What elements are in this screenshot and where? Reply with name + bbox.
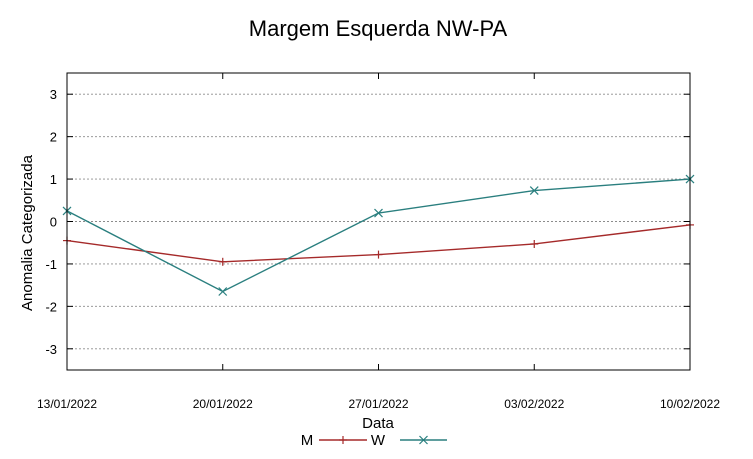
y-tick-label: 0 (50, 215, 57, 230)
grid-lines (67, 93, 690, 350)
data-point-M (218, 257, 227, 266)
legend-marker-M (339, 436, 347, 444)
x-axis-ticks: 13/01/2022 20/01/2022 27/01/2022 03/02/2022… (37, 73, 720, 411)
x-tick-label: 20/01/2022 (193, 397, 253, 411)
y-tick-label: 1 (50, 172, 57, 187)
data-point-W (529, 186, 539, 195)
y-tick-label: -1 (45, 257, 57, 272)
legend-marker-W (419, 435, 428, 445)
data-point-W (374, 208, 383, 218)
x-tick-label: 27/01/2022 (348, 397, 408, 411)
data-point-M (374, 250, 383, 259)
data-point-W (218, 287, 228, 296)
x-axis-label: Data (362, 415, 394, 432)
legend-label-W: W (371, 432, 386, 449)
legend-label-M: M (301, 432, 314, 449)
y-tick-label: 2 (50, 130, 57, 145)
series-lines (62, 174, 695, 296)
y-axis-ticks: 3 2 1 0 -1 -2 -3 (45, 87, 690, 357)
y-axis-label: Anomalia Categorizada (19, 154, 36, 311)
y-tick-label: -2 (45, 299, 57, 314)
x-tick-label: 13/01/2022 (37, 397, 97, 411)
plot-frame (66, 72, 691, 371)
y-tick-label: -3 (45, 342, 57, 357)
chart-title: Margem Esquerda NW-PA (249, 16, 508, 41)
x-tick-label: 10/02/2022 (660, 397, 720, 411)
data-point-M (530, 239, 539, 248)
y-tick-label: 3 (50, 87, 57, 102)
x-tick-label: 03/02/2022 (504, 397, 564, 411)
series-line-W (66, 178, 691, 293)
